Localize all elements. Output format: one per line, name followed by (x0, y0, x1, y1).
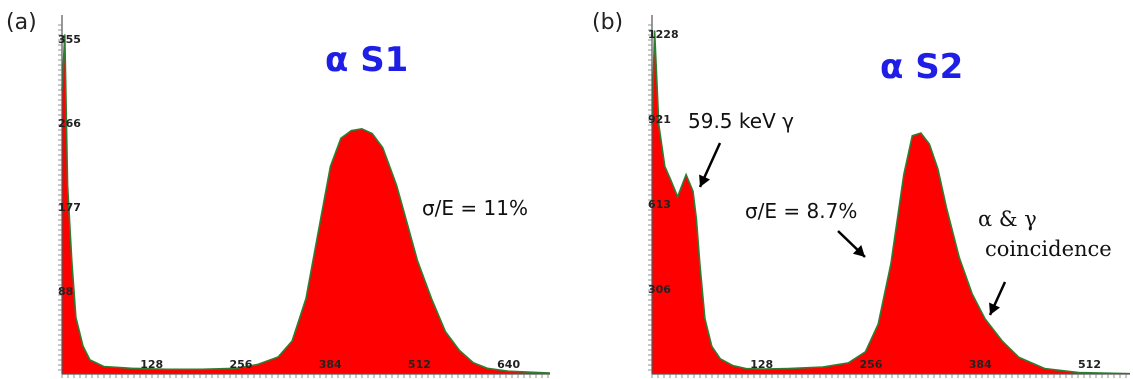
coincidence-annotation-line2: coincidence (985, 237, 1112, 261)
spectrum-edge-line (651, 30, 1131, 375)
chart-title: α S1 (325, 40, 408, 80)
spectrum-edge-line (61, 34, 551, 374)
y-tick-label: 88 (58, 285, 73, 298)
x-tick-label: 128 (140, 358, 163, 371)
x-tick-label: 256 (229, 358, 252, 371)
spectrum-chart-s1: α S1 σ/E = 11% 88 177 266 355 128 256 384 512 64… (58, 15, 551, 378)
y-tick-label: 355 (58, 33, 81, 46)
panel-label-b: (b) (592, 10, 624, 35)
resolution-annotation: σ/E = 11% (422, 196, 528, 220)
y-tick-label: 613 (648, 198, 671, 211)
panel-a: (a) α S1 σ/E = 11% 88 177 266 355 128 256 384 5… (0, 0, 560, 379)
y-tick-label: 177 (58, 201, 81, 214)
x-tick-label: 640 (497, 358, 520, 371)
annotation-arrowhead (699, 174, 711, 187)
annotation-arrowhead (852, 245, 865, 257)
chart-title: α S2 (880, 47, 963, 87)
x-tick-label: 512 (408, 358, 431, 371)
y-tick-label: 306 (648, 283, 671, 296)
y-tick-label: 266 (58, 117, 81, 130)
x-tick-label: 384 (319, 358, 342, 371)
gamma-peak-annotation: 59.5 keV γ (688, 109, 794, 133)
y-tick-label: 921 (648, 113, 671, 126)
x-tick-label: 128 (750, 358, 773, 371)
panel-b: (b) α S2 59.5 keV γ σ/E = 8.7% α & γ coi… (580, 0, 1133, 379)
x-tick-label: 256 (860, 358, 883, 371)
spectrum-chart-s2: α S2 59.5 keV γ σ/E = 8.7% α & γ coincid… (648, 15, 1131, 378)
resolution-annotation: σ/E = 8.7% (745, 199, 857, 223)
y-tick-label: 1228 (648, 28, 679, 41)
coincidence-annotation-line1: α & γ (978, 207, 1037, 231)
spectrum-area (652, 30, 1130, 374)
annotation-arrowhead (989, 302, 1001, 315)
panel-label-a: (a) (6, 10, 37, 35)
x-tick-label: 512 (1078, 358, 1101, 371)
x-tick-label: 384 (969, 358, 992, 371)
